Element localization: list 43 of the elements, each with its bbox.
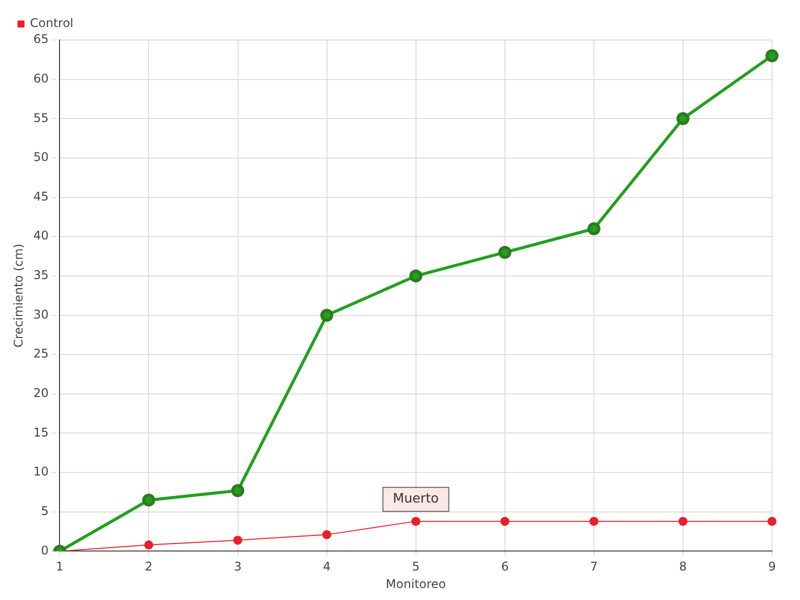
y-tick-label: 60 (33, 71, 49, 86)
y-tick-label: 20 (33, 386, 49, 400)
y-tick-label: 10 (33, 464, 49, 479)
y-tick-label: 0 (41, 543, 49, 558)
x-tick-label: 9 (768, 560, 776, 574)
y-tick-label: 30 (33, 307, 49, 322)
annotation: Muerto (392, 492, 439, 507)
x-tick-label: 7 (590, 560, 598, 574)
legend-label: Control (30, 16, 74, 30)
point (231, 484, 244, 498)
point (500, 516, 510, 526)
x-axis-title: Monitoreo (386, 576, 446, 591)
point (676, 112, 690, 126)
y-tick-label: 35 (33, 268, 49, 282)
point (142, 494, 156, 507)
point (233, 536, 242, 545)
x-tick-label: 5 (412, 560, 420, 574)
point (587, 222, 600, 236)
x-tick-label: 3 (234, 560, 242, 574)
y-tick-label: 15 (33, 425, 49, 440)
y-tick-label: 45 (33, 189, 49, 204)
point (768, 516, 776, 526)
point (498, 246, 512, 259)
point (322, 530, 332, 540)
point (766, 49, 778, 62)
y-tick-label: 65 (33, 32, 49, 46)
x-tick-label: 2 (144, 560, 153, 574)
x-tick-label: 1 (56, 560, 64, 574)
point (411, 516, 420, 526)
x-tick-label: 4 (322, 560, 331, 574)
y-tick-label: 55 (33, 110, 49, 125)
point (409, 269, 422, 282)
y-tick-label: 50 (33, 150, 49, 164)
point (320, 308, 334, 322)
x-tick-label: 6 (501, 560, 509, 574)
x-tick-label: 8 (679, 560, 687, 574)
point (589, 516, 598, 526)
y-tick-label: 5 (41, 504, 49, 518)
y-tick-label: 25 (33, 346, 49, 361)
y-axis-title: Crecimiento (cm) (11, 244, 26, 348)
y-tick-label: 40 (33, 228, 49, 243)
point (678, 516, 688, 526)
point (144, 540, 154, 550)
